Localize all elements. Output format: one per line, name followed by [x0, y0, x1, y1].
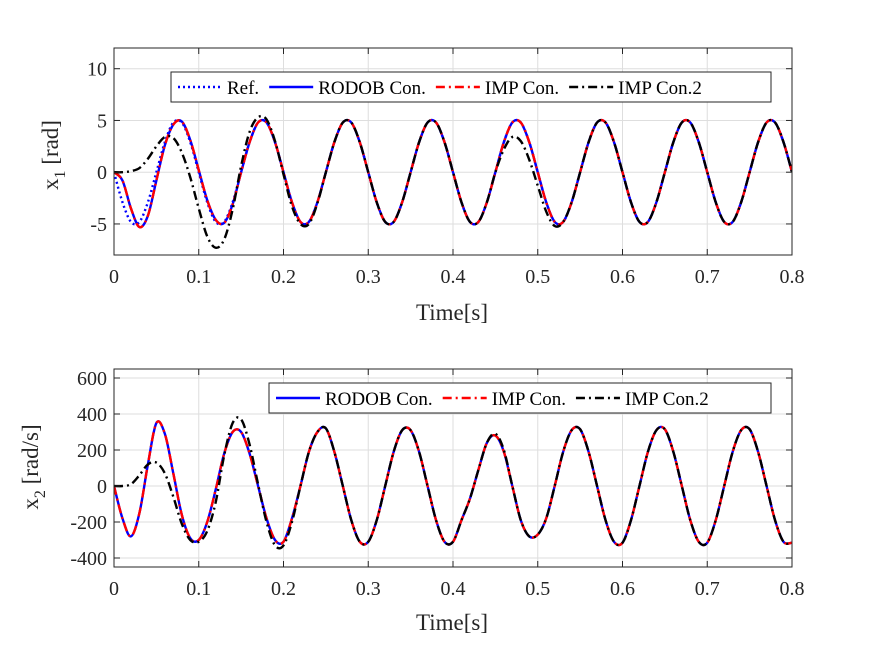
x-tick-label: 0.7 — [695, 578, 720, 600]
x-tick-label: 0.8 — [780, 266, 805, 288]
x-tick-label: 0.3 — [356, 266, 381, 288]
legend-label: IMP Con.2 — [625, 389, 709, 410]
chart-1: 0 0.1 0.2 0.3 0.4 0.5 0.6 0.7 0.8 -5 0 5 10 Time[s]… — [38, 47, 805, 325]
x-tick-label: 0.1 — [186, 266, 211, 288]
x-tick-label: 0.5 — [525, 578, 550, 600]
legend-label: IMP Con. — [485, 78, 559, 99]
legend-label: RODOB Con. — [318, 78, 426, 99]
y-tick-label: -200 — [70, 512, 107, 534]
chart-1-y-axis-label-subscript: 1 — [52, 170, 69, 178]
y-tick-label: 0 — [97, 162, 107, 184]
x-tick-label: 0 — [109, 578, 119, 600]
x-tick-label: 0.6 — [610, 578, 635, 600]
series-line-imp-con-2 — [114, 114, 792, 250]
chart-2-legend: RODOB Con. IMP Con. IMP Con.2 — [268, 382, 772, 414]
chart-2-y-axis-label-main: x — [18, 498, 43, 510]
chart-1-legend: Ref. RODOB Con. IMP Con. IMP Con.2 — [170, 71, 772, 103]
legend-label: IMP Con.2 — [618, 78, 702, 99]
chart-1-y-axis-label-main: x — [38, 178, 63, 190]
legend-label: RODOB Con. — [325, 389, 433, 410]
x-tick-label: 0.6 — [610, 266, 635, 288]
x-tick-label: 0.2 — [271, 266, 296, 288]
chart-2-y-axis-label-subscript: 2 — [32, 490, 49, 498]
y-tick-label: 400 — [77, 404, 107, 426]
legend-label: IMP Con. — [492, 389, 566, 410]
y-tick-label: -400 — [70, 548, 107, 570]
series-line-imp-con-2 — [114, 416, 792, 550]
chart-2-y-ticks: -400 -200 0 200 400 600 — [70, 368, 792, 570]
chart-2-series-lines — [114, 416, 792, 550]
y-tick-label: 600 — [77, 368, 107, 390]
y-tick-label: 200 — [77, 440, 107, 462]
chart-2-x-axis-label: Time[s] — [416, 610, 488, 635]
y-tick-label: -5 — [90, 214, 107, 236]
x-tick-label: 0.2 — [271, 578, 296, 600]
x-tick-label: 0.7 — [695, 266, 720, 288]
x-tick-label: 0.1 — [186, 578, 211, 600]
x-tick-label: 0 — [109, 266, 119, 288]
y-tick-label: 10 — [87, 59, 107, 81]
chart-2-y-axis-label: x2 [rad/s] — [18, 424, 49, 509]
y-tick-label: 5 — [97, 110, 107, 132]
legend-box — [268, 382, 772, 414]
chart-2-x-ticks: 0 0.1 0.2 0.3 0.4 0.5 0.6 0.7 0.8 — [109, 369, 805, 600]
chart-1-y-axis-label-unit: [rad] — [38, 120, 63, 170]
chart-1-series-lines — [114, 114, 792, 250]
legend-label: Ref. — [227, 78, 259, 99]
chart-1-y-axis-label: x1 [rad] — [38, 120, 69, 190]
chart-1-y-ticks: -5 0 5 10 — [87, 59, 792, 236]
chart-2: 0 0.1 0.2 0.3 0.4 0.5 0.6 0.7 0.8 -400 -200 0 200 40… — [18, 368, 805, 635]
x-tick-label: 0.4 — [441, 266, 466, 288]
y-tick-label: 0 — [97, 476, 107, 498]
chart-1-x-axis-label: Time[s] — [416, 300, 488, 325]
x-tick-label: 0.3 — [356, 578, 381, 600]
x-tick-label: 0.5 — [525, 266, 550, 288]
x-tick-label: 0.4 — [441, 578, 466, 600]
x-tick-label: 0.8 — [780, 578, 805, 600]
chart-2-y-axis-label-unit: [rad/s] — [18, 424, 43, 490]
chart-1-x-ticks: 0 0.1 0.2 0.3 0.4 0.5 0.6 0.7 0.8 — [109, 48, 805, 288]
